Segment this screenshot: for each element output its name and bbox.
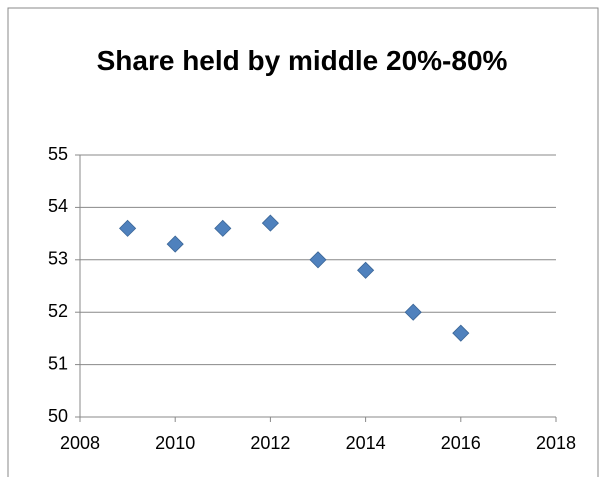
- y-tick-label: 51: [48, 353, 68, 373]
- y-tick-label: 55: [48, 144, 68, 164]
- y-tick-label: 54: [48, 196, 68, 216]
- chart-title: Share held by middle 20%-80%: [96, 45, 508, 76]
- y-tick-label: 52: [48, 301, 68, 321]
- marker: [309, 251, 327, 269]
- chart-border: [7, 7, 599, 477]
- marker: [452, 324, 470, 342]
- x-tick-label: 2012: [250, 433, 290, 453]
- y-tick-label: 50: [48, 406, 68, 426]
- x-tick-label: 2018: [536, 433, 576, 453]
- marker: [261, 214, 279, 232]
- x-tick-label: 2010: [155, 433, 195, 453]
- x-tick-label: 2016: [441, 433, 481, 453]
- marker: [214, 219, 232, 237]
- y-tick-label: 53: [48, 249, 68, 269]
- marker: [119, 219, 137, 237]
- x-tick-label: 2008: [60, 433, 100, 453]
- x-tick-label: 2014: [346, 433, 386, 453]
- marker: [166, 235, 184, 253]
- marker: [357, 261, 375, 279]
- marker: [404, 303, 422, 321]
